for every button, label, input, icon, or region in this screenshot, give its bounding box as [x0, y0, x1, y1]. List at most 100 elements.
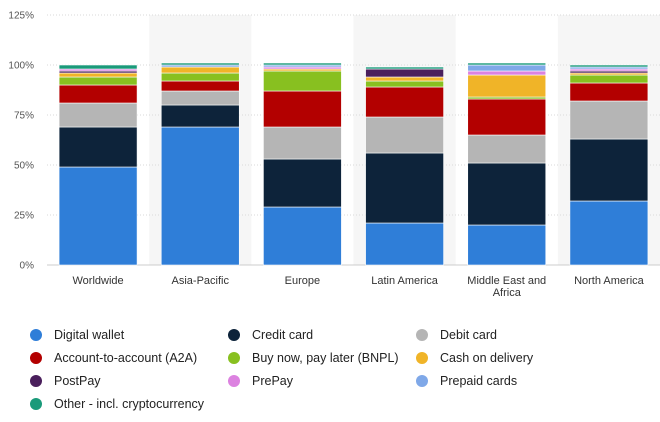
bar-segment: [467, 70, 547, 76]
bar-segment: [467, 62, 547, 66]
legend-label: PostPay: [54, 374, 101, 388]
bars: [58, 62, 649, 266]
bar-segment: [467, 96, 547, 100]
bar-segment: [365, 76, 444, 82]
bar-segment: [569, 66, 649, 70]
bar-segment: [569, 200, 649, 266]
legend-item[interactable]: Debit card: [416, 326, 497, 344]
bar-segment: [160, 80, 240, 92]
y-tick-label: 125%: [8, 11, 34, 22]
y-tick-label: 25%: [14, 211, 34, 222]
legend-swatch: [416, 329, 428, 341]
bar-segment: [263, 62, 342, 66]
bar-segment: [160, 72, 240, 82]
x-tick-label: Latin America: [371, 275, 439, 287]
bar-segment: [58, 126, 138, 168]
legend-item[interactable]: Cash on delivery: [416, 349, 533, 367]
bar-segment: [160, 66, 240, 74]
legend-item[interactable]: PostPay: [30, 372, 101, 390]
bar-segment: [160, 62, 240, 66]
legend-label: Account-to-account (A2A): [54, 351, 198, 365]
bar-segment: [467, 74, 547, 98]
y-tick-label: 0%: [20, 261, 35, 272]
bar-segment: [569, 82, 649, 102]
stacked-bar-chart: 0% 25% 50% 75% 100% 125% Worldwide Asia-Pacifi…: [8, 11, 660, 299]
bar-segment: [58, 76, 138, 86]
bar-segment: [467, 64, 547, 72]
bar-segment: [569, 68, 649, 72]
legend-swatch: [416, 352, 428, 364]
legend-item[interactable]: Buy now, pay later (BNPL): [228, 349, 399, 367]
legend-swatch: [30, 375, 42, 387]
bar-segment: [365, 80, 444, 88]
legend-swatch: [30, 329, 42, 341]
bar-segment: [160, 126, 240, 266]
bar-segment: [365, 152, 444, 224]
bar-segment: [160, 90, 240, 106]
bar-segment: [365, 86, 444, 118]
bar-segment: [263, 126, 342, 160]
bar-segment: [569, 138, 649, 202]
y-axis-ticks: 0% 25% 50% 75% 100% 125%: [8, 11, 34, 272]
legend-swatch: [30, 352, 42, 364]
legend-swatch: [416, 375, 428, 387]
bar-segment: [467, 98, 547, 136]
bar-stack: [58, 64, 138, 266]
bar-segment: [160, 64, 240, 68]
legend-label: Prepaid cards: [440, 374, 518, 388]
bar-segment: [58, 166, 138, 266]
bar-segment: [467, 162, 547, 226]
bar-segment: [58, 70, 138, 74]
x-axis-ticks: Worldwide Asia-Pacific Europe Latin America…: [73, 275, 645, 299]
y-tick-label: 75%: [14, 111, 34, 122]
bar-segment: [365, 222, 444, 266]
bar-segment: [569, 100, 649, 140]
legend-item[interactable]: PrePay: [228, 372, 293, 390]
bar-stack: [263, 62, 342, 266]
bar-segment: [263, 158, 342, 208]
bar-segment: [263, 66, 342, 70]
x-tick-label: Asia-Pacific: [172, 275, 230, 287]
bar-segment: [365, 66, 444, 70]
bar-segment: [58, 72, 138, 78]
bar-stack: [160, 62, 240, 266]
gridlines: [47, 14, 660, 266]
bar-segment: [263, 206, 342, 266]
legend-item[interactable]: Other - incl. cryptocurrency: [30, 395, 204, 413]
legend-item[interactable]: Credit card: [228, 326, 313, 344]
bar-segment: [569, 72, 649, 76]
legend-swatch: [228, 329, 240, 341]
bar-segment: [569, 74, 649, 84]
legend-label: Credit card: [252, 328, 314, 342]
bar-segment: [365, 68, 444, 78]
legend-label: Digital wallet: [54, 328, 125, 342]
bar-segment: [467, 134, 547, 164]
y-tick-label: 50%: [14, 161, 34, 172]
legend-swatch: [30, 398, 42, 410]
bar-segment: [263, 90, 342, 128]
legend-item[interactable]: Digital wallet: [30, 326, 124, 344]
bar-segment: [263, 68, 342, 72]
bar-segment: [58, 102, 138, 128]
legend-item[interactable]: Prepaid cards: [416, 372, 517, 390]
legend-item[interactable]: Account-to-account (A2A): [30, 349, 197, 367]
bar-stack: [569, 64, 649, 266]
bar-segment: [58, 64, 138, 70]
bar-segment: [58, 68, 138, 72]
x-tick-label: North America: [574, 275, 645, 287]
bar-stack: [467, 62, 547, 266]
bar-segment: [58, 84, 138, 104]
bar-segment: [569, 64, 649, 68]
bar-segment: [467, 224, 547, 266]
bar-segment: [263, 70, 342, 92]
legend-swatch: [228, 352, 240, 364]
bar-stack: [365, 66, 444, 266]
legend-label: Debit card: [440, 328, 497, 342]
legend-swatch: [228, 375, 240, 387]
x-tick-label: Europe: [285, 275, 320, 287]
legend-label: Buy now, pay later (BNPL): [252, 351, 399, 365]
legend-label: Cash on delivery: [440, 351, 534, 365]
x-tick-label: Worldwide: [73, 275, 124, 287]
x-tick-label: Middle East and Africa: [467, 275, 546, 299]
y-tick-label: 100%: [8, 61, 34, 72]
